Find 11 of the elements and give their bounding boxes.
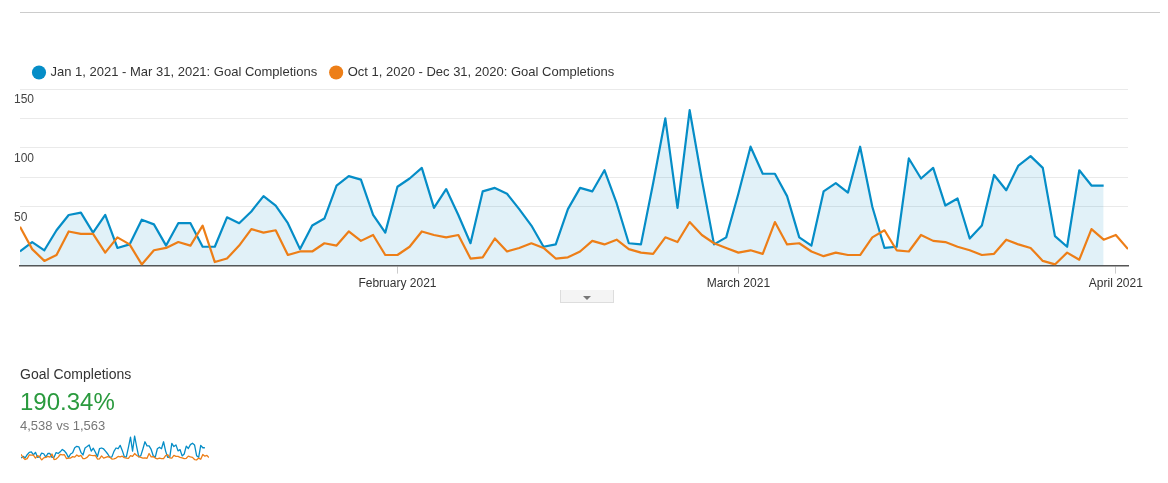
text: 4,538 vs 1,563	[20, 418, 107, 433]
x-tick-label: March 2021	[706, 276, 771, 291]
chart-title: Goal Completions	[20, 366, 133, 382]
y-tick-label: 50	[14, 210, 28, 225]
legend-label: Jan 1, 2021 - Mar 31, 2021: Goal Completions	[50, 64, 318, 80]
y-tick-label: 150	[14, 92, 35, 107]
text: 190.34%	[20, 388, 116, 416]
x-tick-label: February 2021	[358, 276, 437, 291]
x-tick-label: April 2021	[1088, 276, 1144, 291]
y-tick-label: 100	[14, 151, 35, 166]
legend-label: Oct 1, 2020 - Dec 31, 2020: Goal Completions	[347, 64, 615, 80]
